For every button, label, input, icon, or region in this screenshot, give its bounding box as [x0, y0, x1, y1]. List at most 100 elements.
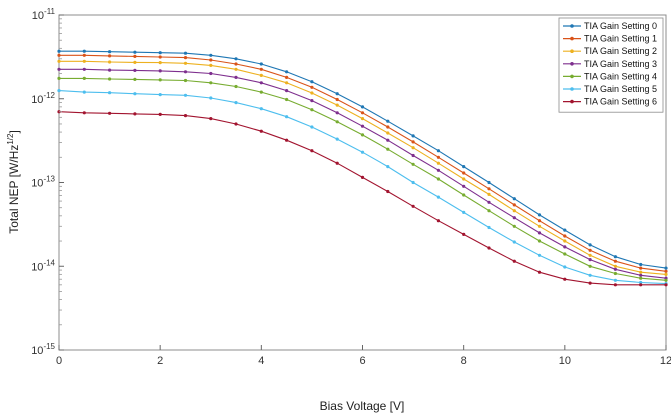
legend-marker: [570, 49, 574, 53]
data-point: [158, 69, 162, 73]
data-point: [209, 58, 213, 62]
data-point: [386, 147, 390, 151]
legend-entry: TIA Gain Setting 0: [584, 21, 657, 31]
data-point: [386, 125, 390, 129]
x-tick-label: 8: [461, 355, 467, 367]
data-point: [411, 140, 415, 144]
data-point: [259, 67, 263, 71]
data-point: [108, 50, 112, 54]
data-point: [285, 70, 289, 74]
data-point: [537, 224, 542, 228]
data-point: [57, 76, 61, 80]
data-point: [462, 193, 466, 197]
data-point: [664, 266, 668, 270]
data-point: [563, 245, 567, 249]
data-point: [537, 239, 542, 243]
data-point: [487, 246, 491, 250]
data-point: [82, 76, 86, 80]
data-point: [158, 51, 162, 55]
data-point: [462, 232, 466, 236]
data-point: [133, 54, 137, 59]
data-point: [360, 133, 365, 137]
legend-marker: [570, 87, 574, 91]
data-point: [436, 161, 440, 165]
legend-entry: TIA Gain Setting 4: [584, 71, 657, 81]
data-point: [259, 107, 263, 111]
data-point: [209, 96, 213, 100]
data-point: [588, 273, 592, 277]
data-point: [209, 71, 213, 76]
data-point: [335, 92, 339, 96]
data-point: [259, 73, 263, 77]
data-point: [462, 184, 466, 188]
legend-marker: [570, 24, 574, 28]
legend-entry: TIA Gain Setting 1: [584, 34, 657, 44]
data-point: [158, 78, 162, 82]
legend-box: [558, 17, 664, 113]
data-point: [563, 265, 567, 269]
data-point: [360, 175, 365, 179]
data-point: [133, 112, 137, 116]
data-point: [436, 149, 440, 153]
data-point: [285, 115, 289, 119]
data-point: [158, 93, 162, 97]
data-point: [335, 97, 339, 102]
data-point: [588, 258, 592, 262]
legend-entry: TIA Gain Setting 6: [584, 97, 657, 107]
x-tick-label: 0: [56, 355, 62, 367]
data-point: [82, 67, 86, 71]
data-point: [259, 81, 263, 85]
data-point: [335, 111, 339, 115]
data-point: [386, 189, 390, 194]
data-point: [664, 272, 668, 276]
data-point: [183, 78, 188, 83]
y-tick-label: 10-12: [31, 91, 55, 106]
data-point: [588, 248, 592, 252]
data-point: [259, 62, 263, 66]
data-point: [537, 270, 542, 274]
data-point: [360, 150, 365, 154]
x-axis-title: Bias Voltage [V]: [320, 399, 405, 413]
data-point: [285, 138, 289, 142]
data-point: [285, 89, 289, 93]
y-tick-label: 10-13: [31, 175, 55, 190]
data-point: [310, 108, 314, 112]
data-point: [411, 146, 415, 150]
data-point: [234, 57, 238, 61]
data-point: [613, 278, 618, 282]
data-point: [588, 264, 592, 268]
data-point: [335, 161, 339, 165]
data-point: [639, 283, 643, 287]
data-point: [613, 264, 618, 268]
data-point: [386, 119, 390, 123]
data-point: [234, 84, 238, 89]
data-point: [487, 180, 491, 185]
data-point: [436, 155, 440, 159]
data-point: [285, 81, 289, 85]
data-point: [386, 165, 390, 169]
data-point: [234, 62, 238, 66]
data-point: [310, 91, 314, 95]
data-point: [563, 228, 567, 232]
data-point: [158, 61, 162, 65]
data-point: [613, 255, 618, 259]
data-point: [57, 49, 61, 53]
x-tick-label: 10: [559, 355, 571, 367]
data-point: [183, 51, 188, 55]
data-point: [234, 75, 238, 79]
data-point: [234, 101, 238, 105]
x-tick-label: 2: [157, 355, 163, 367]
data-point: [613, 283, 618, 287]
data-point: [613, 267, 618, 271]
data-point: [310, 125, 314, 129]
data-point: [411, 134, 415, 138]
data-point: [57, 53, 61, 57]
x-tick-label: 12: [660, 355, 671, 367]
data-point: [664, 278, 668, 282]
data-point: [563, 234, 567, 238]
data-point: [512, 203, 516, 207]
data-point: [234, 122, 238, 126]
data-point: [436, 219, 440, 223]
data-point: [360, 117, 365, 121]
data-point: [411, 153, 415, 158]
